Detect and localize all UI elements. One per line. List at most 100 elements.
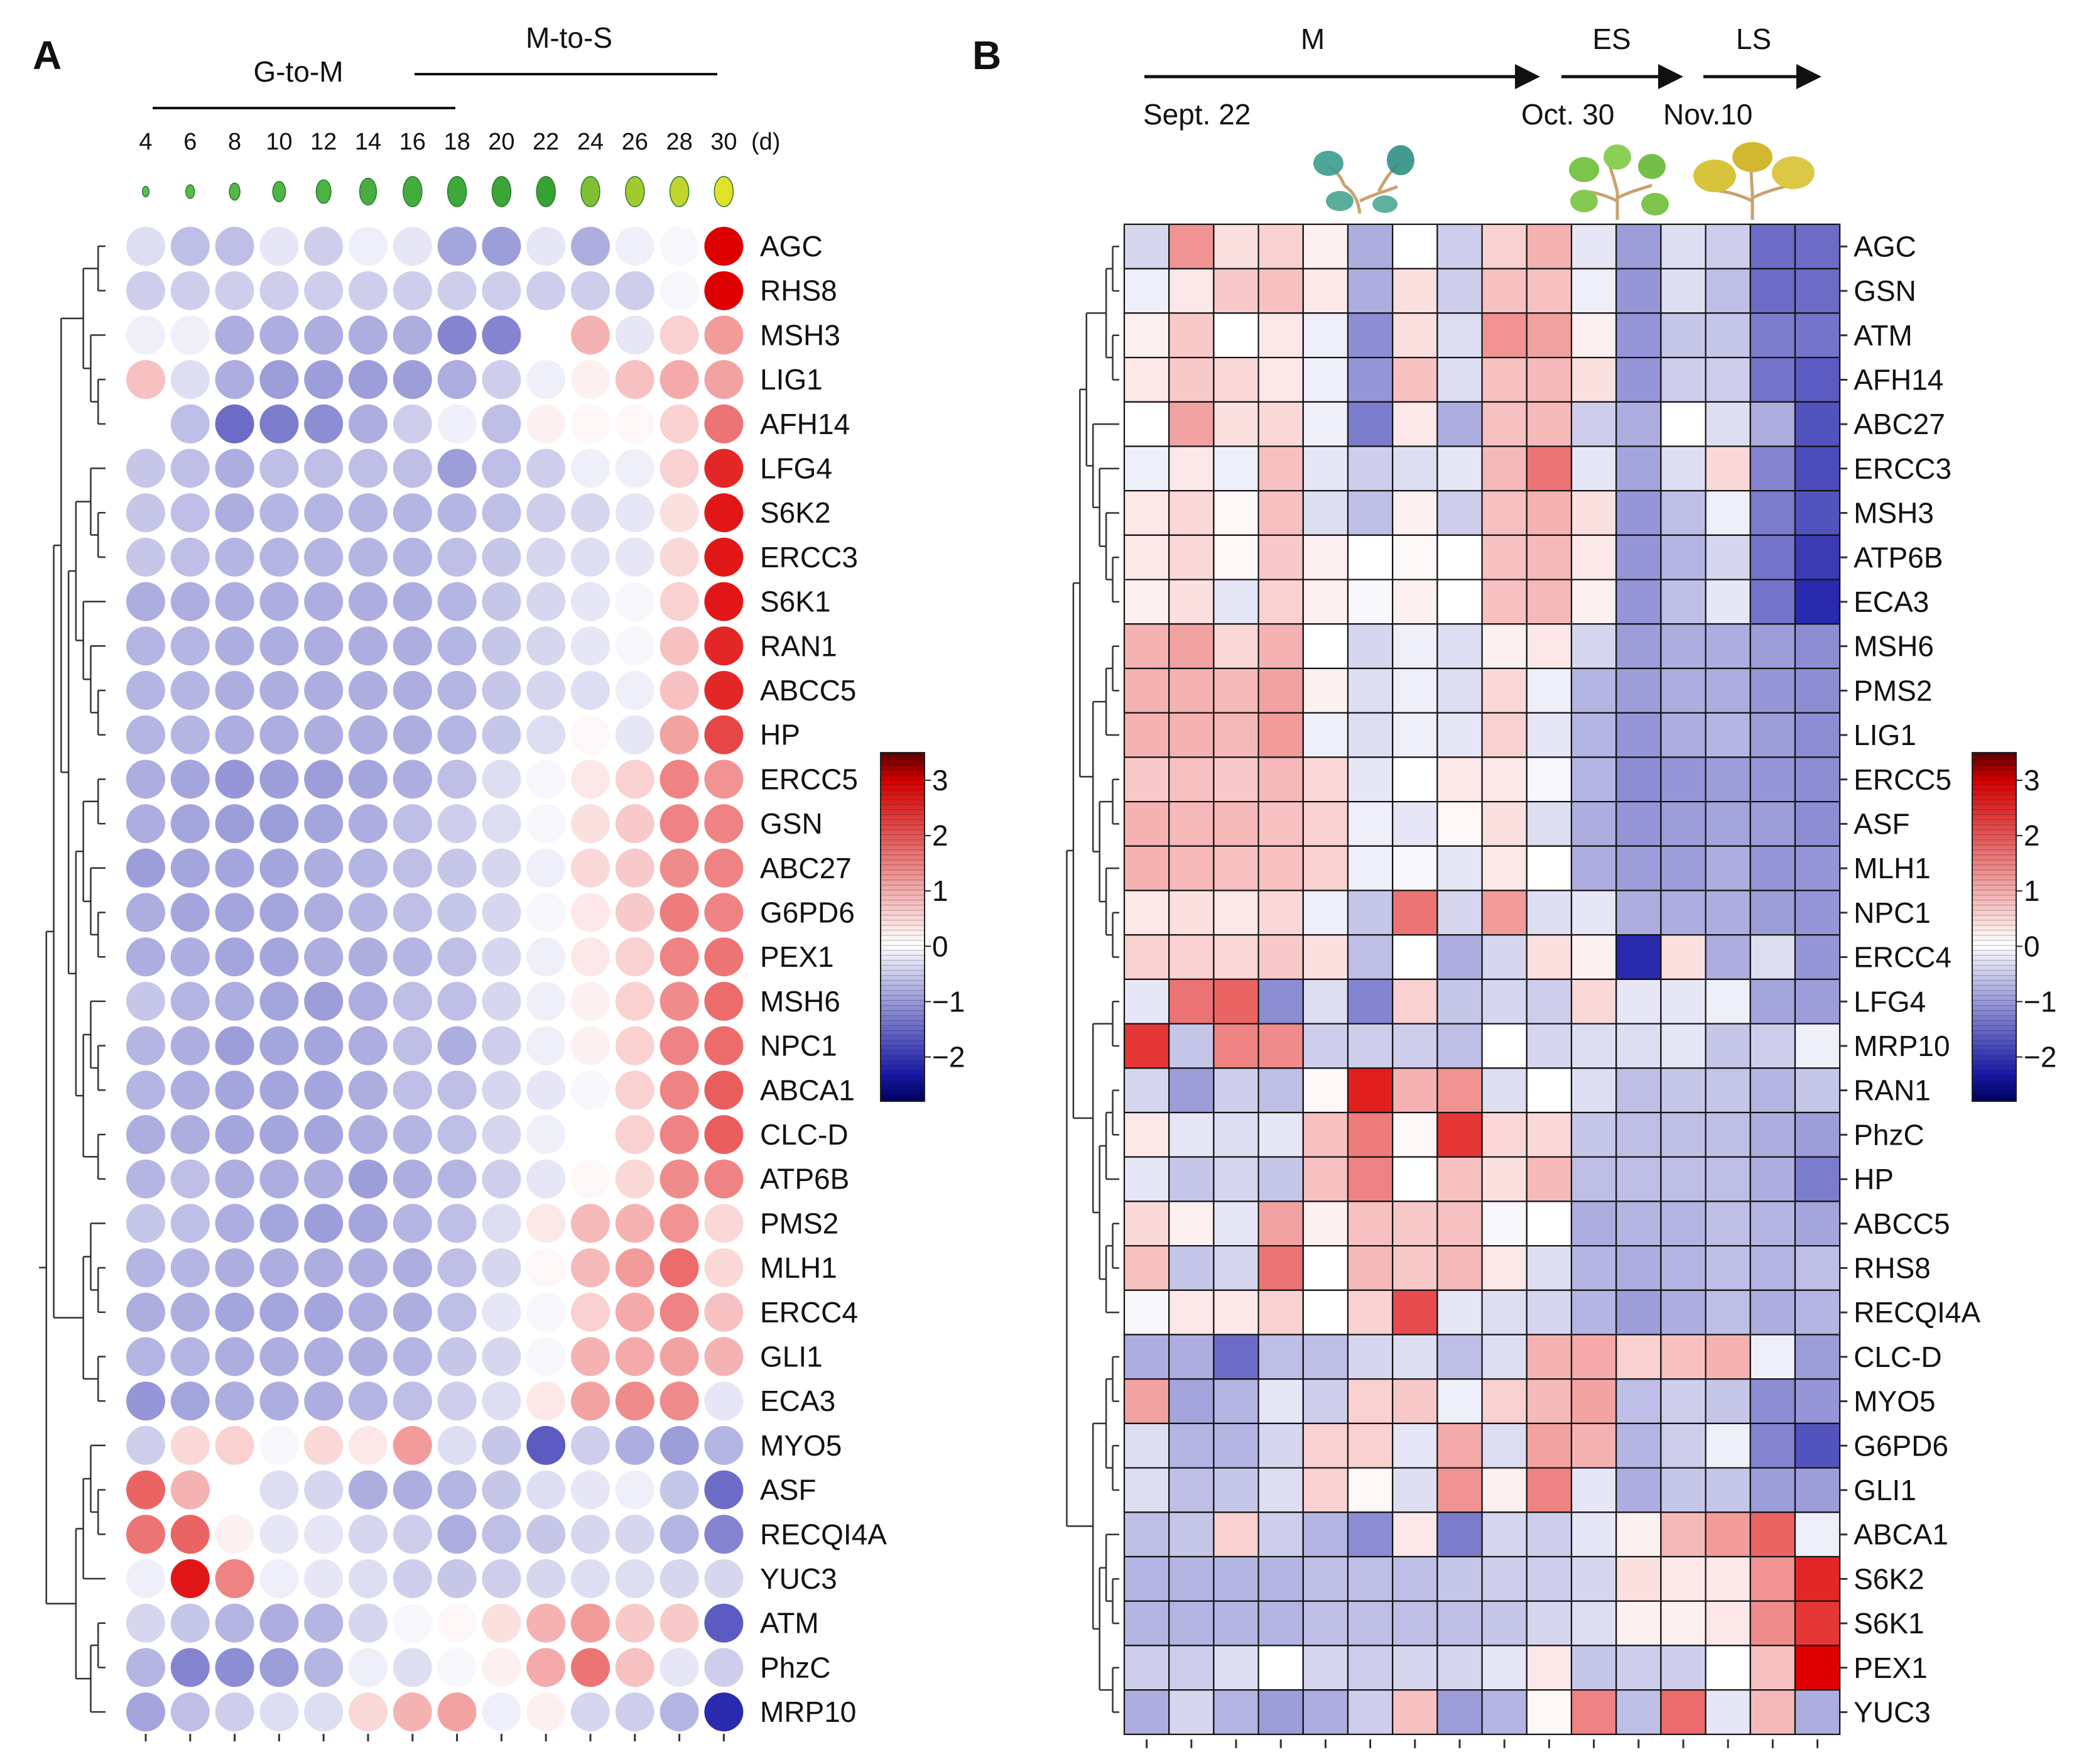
grid-cell xyxy=(1302,845,1349,891)
grid-cell xyxy=(1392,845,1438,891)
dot-cell xyxy=(482,1115,521,1154)
grid-cell xyxy=(1481,667,1528,714)
grid-cell xyxy=(1392,312,1438,359)
dot-cell xyxy=(126,937,165,977)
grid-cell xyxy=(1660,1244,1707,1291)
grid-cell xyxy=(1302,1511,1349,1558)
grid-cell xyxy=(1615,268,1662,314)
grid-cell xyxy=(1168,1511,1215,1558)
dot-cell xyxy=(215,582,254,621)
dot-cell xyxy=(615,1159,654,1199)
grid-cell xyxy=(1257,1422,1304,1469)
dot-cell xyxy=(259,1337,299,1376)
dot-cell xyxy=(437,1026,477,1065)
dot-cell xyxy=(526,1692,566,1732)
dot-cell xyxy=(615,1026,654,1065)
dot-cell xyxy=(526,1248,566,1288)
dot-cell xyxy=(659,937,699,977)
dot-cell xyxy=(393,1559,432,1598)
dot-cell xyxy=(304,848,344,888)
grid-cell xyxy=(1749,1645,1796,1691)
gene-label: ATP6B xyxy=(1853,541,1943,574)
grid-cell xyxy=(1347,1689,1394,1735)
dot-cell xyxy=(526,537,566,577)
colorbar-tick-label: −2 xyxy=(932,1041,965,1074)
grid-cell xyxy=(1168,1467,1215,1513)
dot-cell xyxy=(437,271,477,310)
grid-cell xyxy=(1168,1023,1215,1069)
grid-cell xyxy=(1168,1156,1215,1202)
grid-cell xyxy=(1526,1156,1573,1202)
grid-cell xyxy=(1436,1156,1483,1202)
grid-cell xyxy=(1526,401,1573,447)
grid-cell xyxy=(1123,1689,1170,1735)
grid-cell xyxy=(1660,800,1707,847)
dot-cell xyxy=(215,848,254,888)
grid-cell xyxy=(1481,490,1528,536)
grid-cell xyxy=(1213,1334,1259,1380)
grid-cell xyxy=(1749,1111,1796,1158)
dot-cell xyxy=(170,848,210,888)
dot-cell xyxy=(482,1381,521,1421)
dot-cell xyxy=(571,981,610,1021)
dot-cell xyxy=(126,1115,165,1154)
grid-cell xyxy=(1570,1511,1617,1558)
dot-cell xyxy=(526,1648,566,1687)
gene-label: ATP6B xyxy=(760,1163,849,1195)
dot-cell xyxy=(615,715,654,754)
grid-cell xyxy=(1257,1289,1304,1336)
grid-cell xyxy=(1526,356,1573,403)
dot-cell xyxy=(526,893,566,932)
grid-cell xyxy=(1526,490,1573,536)
grid-cell xyxy=(1123,845,1170,891)
grid-cell xyxy=(1481,1200,1528,1247)
grid-cell xyxy=(1705,1378,1751,1424)
grid-cell xyxy=(1615,1467,1662,1513)
dot-cell xyxy=(170,537,210,577)
grid-cell xyxy=(1526,268,1573,314)
dot-cell xyxy=(482,671,521,710)
dot-cell xyxy=(437,1337,477,1376)
dot-cell xyxy=(349,1603,388,1643)
grid-cell xyxy=(1570,667,1617,714)
grid-cell xyxy=(1436,712,1483,758)
dot-cell xyxy=(615,1692,654,1732)
panel-a-label: A xyxy=(33,33,62,78)
grid-cell xyxy=(1526,845,1573,891)
grid-cell xyxy=(1526,1555,1573,1602)
grid-cell xyxy=(1570,800,1617,847)
leaf-icon xyxy=(403,176,423,207)
dot-cell xyxy=(393,1648,432,1687)
dot-cell xyxy=(126,1470,165,1510)
dot-cell xyxy=(170,1381,210,1421)
grid-cell xyxy=(1257,1111,1304,1158)
dot-cell xyxy=(482,715,521,754)
dot-cell xyxy=(615,893,654,932)
dot-cell xyxy=(704,1204,744,1243)
dot-cell xyxy=(437,1159,477,1199)
dot-cell xyxy=(259,981,299,1021)
dot-cell xyxy=(304,1159,344,1199)
dot-cell xyxy=(215,1026,254,1065)
dot-cell xyxy=(393,1159,432,1199)
dot-cell xyxy=(126,760,165,799)
dot-cell xyxy=(437,671,477,710)
grid-cell xyxy=(1392,1422,1438,1469)
dot-cell xyxy=(615,760,654,799)
dot-cell xyxy=(482,893,521,932)
dot-cell xyxy=(393,1248,432,1288)
dot-cell xyxy=(526,1337,566,1376)
gene-label: S6K1 xyxy=(1853,1607,1924,1640)
dot-cell xyxy=(615,449,654,488)
grid-cell xyxy=(1168,1067,1215,1114)
grid-cell xyxy=(1123,1334,1170,1380)
dot-cell xyxy=(215,360,254,400)
dot-cell xyxy=(393,1515,432,1554)
gene-label: LFG4 xyxy=(1853,985,1926,1018)
grid-cell xyxy=(1615,1156,1662,1202)
dot-cell xyxy=(349,1115,388,1154)
grid-cell xyxy=(1570,1600,1617,1647)
day-tick-16: 16 xyxy=(399,129,426,155)
dot-cell xyxy=(170,493,210,533)
gene-label: GLI1 xyxy=(760,1341,823,1373)
